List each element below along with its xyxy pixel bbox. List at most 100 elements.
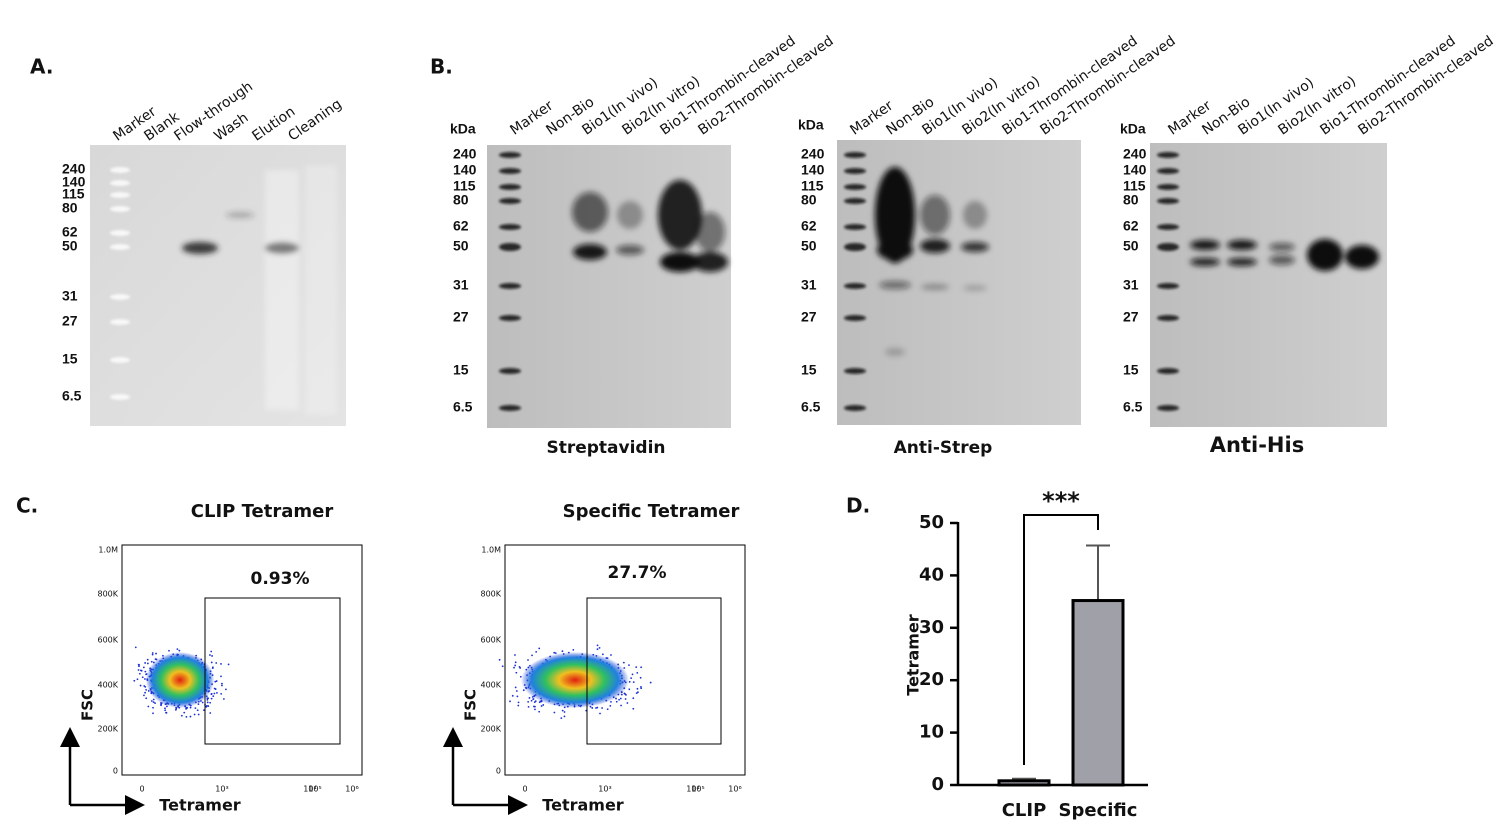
- event: [628, 664, 630, 666]
- band: [1345, 245, 1379, 269]
- event: [615, 700, 618, 703]
- ladder-band: [1157, 168, 1179, 174]
- x-tick-label: CLIP: [1002, 800, 1047, 821]
- ladder-band: [844, 315, 866, 321]
- ladder-band: [1157, 198, 1179, 204]
- event: [138, 672, 141, 675]
- event: [165, 711, 167, 714]
- event: [631, 673, 634, 676]
- event: [540, 705, 543, 707]
- x-tick-label: 0: [139, 785, 144, 794]
- event: [209, 712, 212, 714]
- event: [517, 704, 520, 707]
- ladder-band: [499, 168, 521, 174]
- event: [183, 711, 186, 714]
- event: [639, 676, 642, 679]
- event: [595, 707, 597, 709]
- gate: [586, 597, 722, 745]
- ladder-band: [499, 283, 521, 289]
- event: [211, 666, 214, 669]
- kda-label: 27: [453, 309, 469, 325]
- event: [632, 697, 635, 700]
- event: [203, 709, 205, 712]
- event: [498, 658, 501, 661]
- event: [206, 701, 209, 704]
- kda-label: 80: [453, 192, 469, 208]
- event: [513, 666, 515, 669]
- event: [534, 700, 537, 703]
- event: [542, 704, 545, 706]
- event: [538, 701, 541, 704]
- event: [152, 712, 154, 715]
- ladder-band: [499, 224, 521, 230]
- event: [509, 700, 511, 703]
- event: [527, 659, 529, 661]
- kda-label: 27: [62, 313, 78, 329]
- event: [610, 654, 612, 656]
- bands: [182, 165, 1379, 415]
- event: [511, 694, 514, 697]
- event: [209, 654, 211, 656]
- event: [189, 715, 192, 718]
- ladder-band: [499, 315, 521, 321]
- kda-label: 15: [62, 351, 78, 367]
- event: [630, 677, 633, 679]
- y-tick-label: 40: [919, 564, 944, 585]
- event: [649, 681, 652, 684]
- ladder-band: [844, 283, 866, 289]
- event: [618, 698, 620, 701]
- event: [220, 692, 223, 695]
- density: [521, 652, 629, 708]
- event: [560, 717, 563, 720]
- ladder-band: [110, 319, 130, 325]
- band: [617, 201, 643, 229]
- event: [213, 687, 216, 690]
- event: [205, 705, 208, 708]
- ladder-band: [1157, 224, 1179, 230]
- gate-percent: 0.93%: [251, 569, 310, 589]
- kda-label: 115: [453, 178, 476, 194]
- smear: [265, 170, 299, 410]
- event: [220, 663, 222, 665]
- band: [616, 245, 644, 255]
- kda-label: 240: [801, 146, 825, 162]
- y-tick-label: 0: [931, 774, 944, 795]
- event: [150, 700, 153, 702]
- ladder-band: [110, 180, 130, 186]
- gate-percent: 27.7%: [608, 563, 667, 583]
- ladder-band: [110, 230, 130, 236]
- event: [146, 662, 149, 665]
- blot: [487, 145, 731, 428]
- y-tick-label: 400K: [480, 681, 501, 690]
- event: [635, 666, 638, 669]
- event: [143, 685, 146, 687]
- y-tick-label: 600K: [97, 636, 118, 645]
- kda-label: 27: [801, 309, 817, 325]
- event: [599, 712, 601, 715]
- event: [636, 671, 639, 674]
- event: [563, 711, 566, 713]
- event: [519, 675, 522, 678]
- bar: [997, 779, 1051, 787]
- kda-label: 31: [62, 288, 78, 304]
- event: [227, 663, 230, 666]
- event: [152, 706, 154, 709]
- bar: [1071, 599, 1125, 787]
- event: [210, 693, 213, 695]
- event: [220, 675, 222, 678]
- event: [535, 650, 538, 653]
- event: [636, 687, 639, 690]
- event: [221, 682, 223, 685]
- kda-label: 140: [1123, 162, 1147, 178]
- ladder-band: [110, 357, 130, 363]
- blot-caption: Anti-His: [1210, 433, 1304, 457]
- event: [624, 698, 627, 700]
- ladder-band: [110, 167, 130, 173]
- ladder-band: [1157, 283, 1179, 289]
- event: [632, 707, 635, 710]
- ladder-band: [844, 243, 866, 251]
- band: [658, 180, 702, 250]
- ladder-band: [499, 184, 521, 190]
- event: [563, 715, 566, 718]
- event: [196, 709, 199, 712]
